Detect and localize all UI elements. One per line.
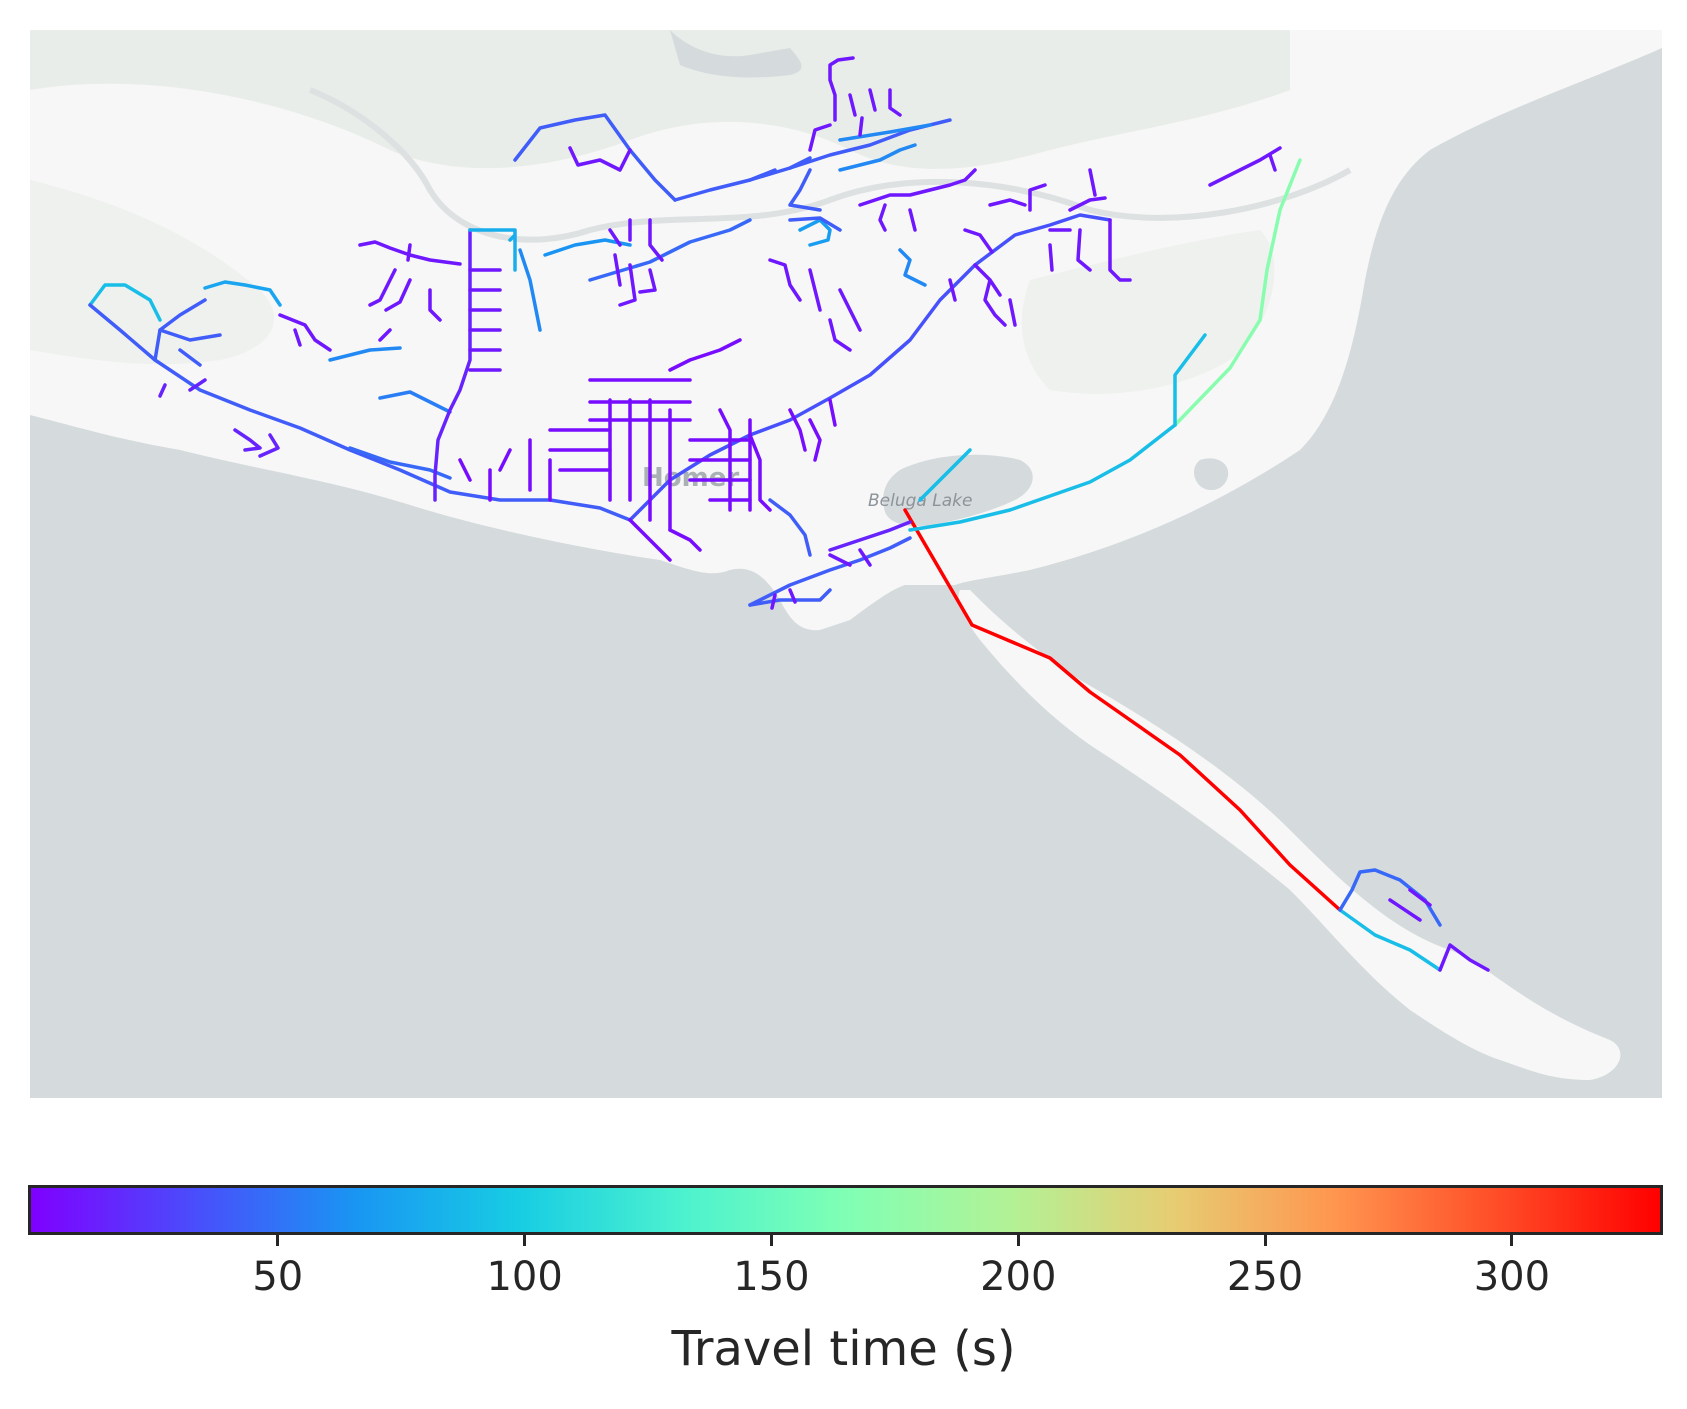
road-edge[interactable]	[348, 446, 452, 480]
colorbar-tick	[523, 1233, 527, 1246]
colorbar-tick-label: 150	[733, 1254, 810, 1300]
road-edge[interactable]	[988, 198, 1027, 207]
road-edge[interactable]	[808, 116, 864, 152]
road-edge[interactable]	[838, 143, 917, 172]
road-edge[interactable]	[153, 298, 207, 362]
colorbar-tick-label: 200	[980, 1254, 1057, 1300]
road-edge[interactable]	[748, 588, 832, 607]
road-edge[interactable]	[788, 216, 842, 232]
road-edge[interactable]	[468, 268, 502, 372]
road-edge[interactable]	[378, 288, 442, 342]
colorbar-tick	[1510, 1233, 1514, 1246]
road-edge[interactable]	[518, 248, 542, 332]
road-edge[interactable]	[828, 520, 912, 552]
colorbar-tick	[769, 1233, 773, 1246]
road-edge[interactable]	[358, 240, 462, 312]
road-edge[interactable]	[328, 346, 402, 362]
road-edge[interactable]	[1388, 888, 1432, 922]
harbor-inlet	[670, 30, 802, 78]
road-edge[interactable]	[948, 228, 994, 302]
road-edge[interactable]	[1048, 228, 1092, 272]
road-edge[interactable]	[1173, 333, 1207, 427]
road-edge[interactable]	[838, 123, 932, 142]
colorbar	[28, 1185, 1663, 1235]
road-edge[interactable]	[628, 518, 702, 562]
colorbar-tick-label: 50	[252, 1254, 304, 1300]
colorbar-tick	[276, 1233, 280, 1246]
road-edge[interactable]	[158, 378, 207, 398]
lake-beluga	[883, 454, 1033, 527]
land-area	[30, 30, 1662, 631]
road-base-highway	[308, 87, 1352, 243]
road-edge[interactable]	[433, 228, 472, 502]
road-edge[interactable]	[1173, 158, 1302, 427]
road-edge[interactable]	[568, 146, 632, 172]
colorbar-tick-label: 300	[1473, 1254, 1551, 1300]
road-edge[interactable]	[908, 423, 1177, 532]
road-edge[interactable]	[688, 438, 752, 502]
road-edge[interactable]	[1028, 168, 1132, 282]
colorbar-tick	[1016, 1233, 1020, 1246]
map-panel[interactable]: Homer Beluga Lake	[30, 30, 1662, 1098]
road-edge[interactable]	[748, 536, 912, 607]
road-edge[interactable]	[858, 168, 977, 207]
road-edge[interactable]	[613, 253, 657, 307]
colorbar-tick	[1263, 1233, 1267, 1246]
road-edge[interactable]	[628, 213, 1112, 522]
road-edge[interactable]	[88, 283, 162, 322]
road-edge[interactable]	[903, 508, 1342, 912]
road-edge[interactable]	[748, 433, 772, 512]
road-edge[interactable]	[673, 118, 952, 202]
road-edge[interactable]	[1438, 943, 1490, 972]
road-edge[interactable]	[468, 228, 517, 272]
road-edges[interactable]	[88, 56, 1490, 972]
pond-east	[1194, 458, 1229, 491]
road-edge[interactable]	[768, 258, 862, 352]
road-edge[interactable]	[898, 248, 927, 287]
vegetation-patch-east	[1021, 230, 1275, 394]
road-edge[interactable]	[918, 448, 972, 502]
road-edge[interactable]	[973, 263, 1017, 327]
road-edge[interactable]	[798, 218, 832, 247]
road-edge[interactable]	[748, 156, 812, 182]
vegetation-patch	[30, 180, 275, 365]
road-edge[interactable]	[668, 338, 742, 372]
road-edge[interactable]	[588, 378, 692, 422]
road-edge[interactable]	[513, 113, 677, 202]
road-edge[interactable]	[548, 428, 612, 472]
road-edge[interactable]	[608, 218, 664, 262]
road-edge[interactable]	[158, 328, 222, 367]
road-edge[interactable]	[878, 203, 917, 232]
road-edge[interactable]	[768, 498, 812, 557]
road-edge[interactable]	[828, 56, 902, 122]
road-edge[interactable]	[378, 390, 452, 414]
road-edge[interactable]	[788, 398, 837, 462]
road-edge[interactable]	[233, 428, 280, 458]
road-edge[interactable]	[1338, 908, 1442, 972]
colorbar-tick-label: 250	[1226, 1254, 1304, 1300]
vegetation-area	[30, 30, 1290, 169]
road-edge[interactable]	[458, 458, 492, 502]
road-edge[interactable]	[203, 280, 282, 307]
road-edge[interactable]	[278, 313, 332, 352]
road-edge[interactable]	[788, 168, 822, 212]
colorbar-tick-label: 100	[486, 1254, 563, 1300]
road-network-map[interactable]: Homer Beluga Lake	[30, 30, 1662, 1098]
road-edge[interactable]	[498, 438, 552, 502]
road-edge[interactable]	[1208, 146, 1282, 187]
colorbar-label: Travel time (s)	[671, 1321, 1016, 1377]
road-edge[interactable]	[770, 548, 872, 610]
spit-land	[958, 590, 1621, 1080]
